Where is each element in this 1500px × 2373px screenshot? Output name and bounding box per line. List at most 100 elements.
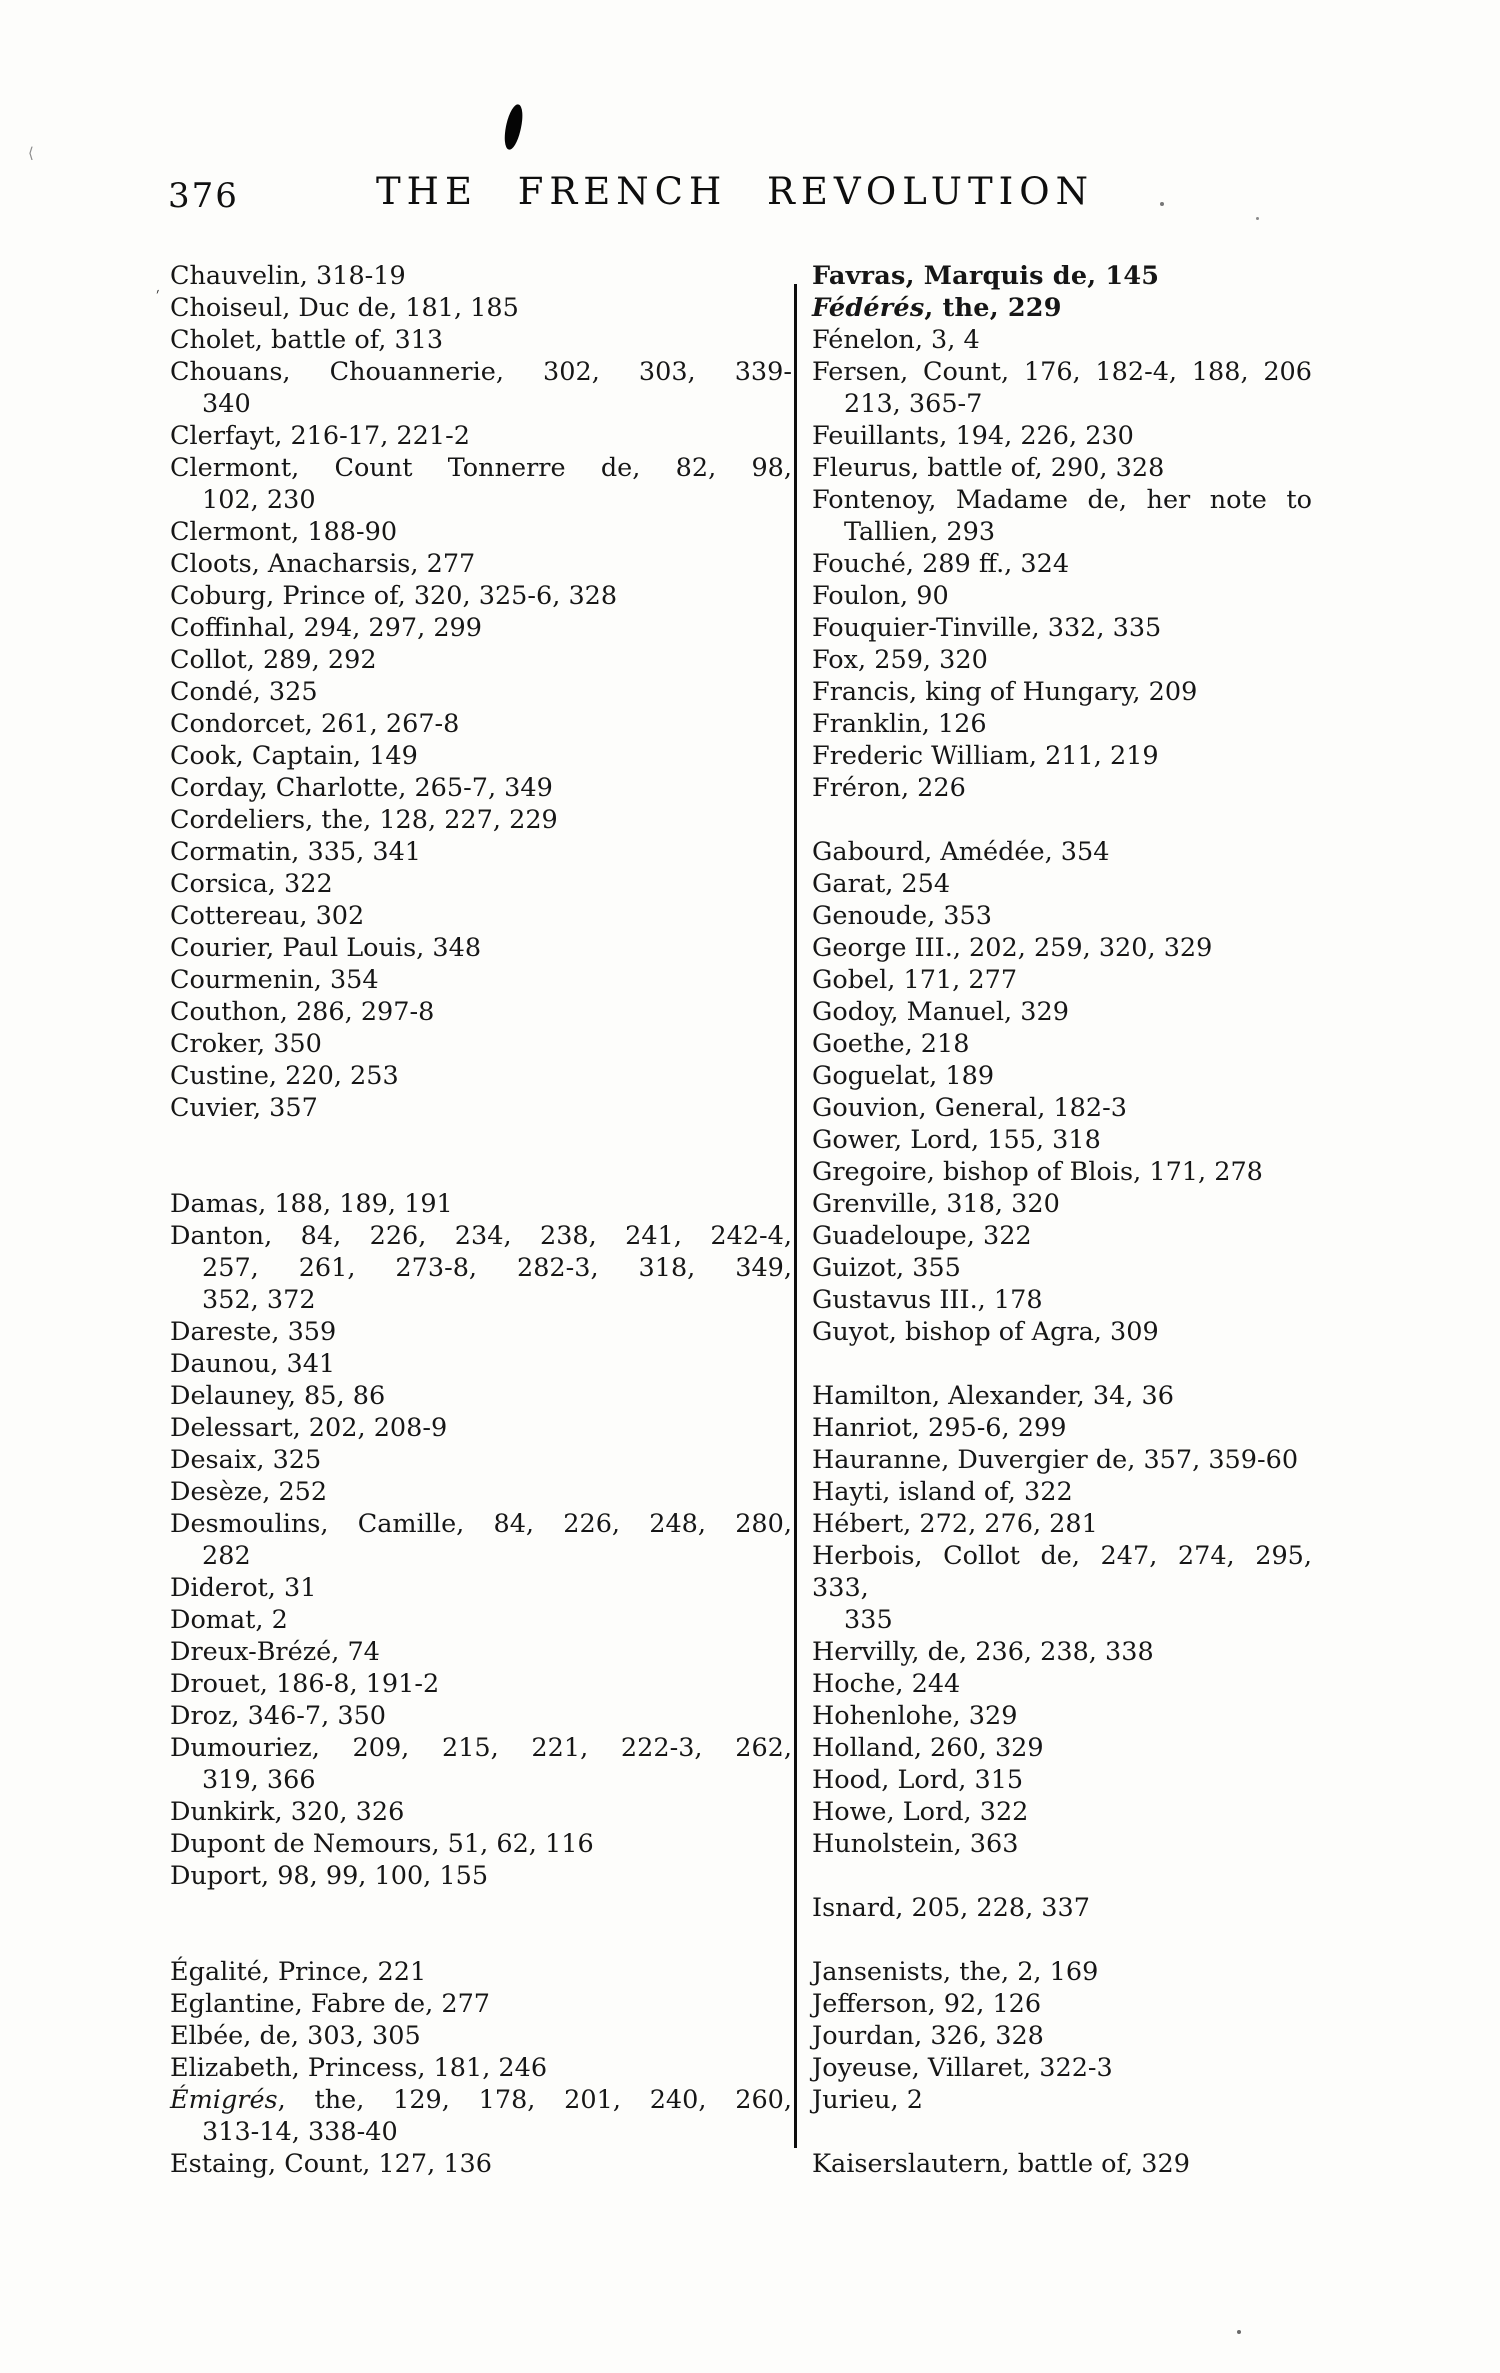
index-entry: Corday, Charlotte, 265-7, 349 (170, 772, 792, 804)
index-entry: Hébert, 272, 276, 281 (812, 1508, 1312, 1540)
entry-line: Chauvelin, 318-19 (170, 261, 406, 291)
index-entry: Fénelon, 3, 4 (812, 324, 1312, 356)
entry-line: Drouet, 186-8, 191-2 (170, 1669, 440, 1699)
scan-speck (1237, 2330, 1241, 2334)
entry-line: Fox, 259, 320 (812, 645, 988, 675)
index-entry: Hanriot, 295-6, 299 (812, 1412, 1312, 1444)
index-entry: Clerfayt, 216-17, 221-2 (170, 420, 792, 452)
entry-line: Cook, Captain, 149 (170, 741, 418, 771)
index-entry: Fontenoy, Madame de, her note to Tallien,… (812, 484, 1312, 548)
index-entry: Isnard, 205, 228, 337 (812, 1892, 1312, 1924)
margin-scan-mark: ⟨ (28, 144, 34, 162)
index-entry: Estaing, Count, 127, 136 (170, 2148, 792, 2180)
entry-line: Fréron, 226 (812, 773, 966, 803)
index-entry: Foulon, 90 (812, 580, 1312, 612)
entry-line: Delauney, 85, 86 (170, 1381, 386, 1411)
entry-line: Joyeuse, Villaret, 322-3 (812, 2053, 1113, 2083)
index-entry: Goethe, 218 (812, 1028, 1312, 1060)
entry-line: Jourdan, 326, 328 (812, 2021, 1044, 2051)
entry-line: Hohenlohe, 329 (812, 1701, 1018, 1731)
entry-line: Desmoulins, Camille, 84, 226, 248, 280, (170, 1509, 792, 1539)
entry-line: Hervilly, de, 236, 238, 338 (812, 1637, 1154, 1667)
index-entry: Couthon, 286, 297-8 (170, 996, 792, 1028)
index-entry: Dupont de Nemours, 51, 62, 116 (170, 1828, 792, 1860)
index-entry: Clermont, 188-90 (170, 516, 792, 548)
index-entry: Joyeuse, Villaret, 322-3 (812, 2052, 1312, 2084)
entry-continuation-line: 313-14, 338-40 (202, 2117, 398, 2147)
entry-line: Croker, 350 (170, 1029, 322, 1059)
index-entry: Fleurus, battle of, 290, 328 (812, 452, 1312, 484)
entry-continuation-line: 257, 261, 273-8, 282-3, 318, 349, (202, 1253, 792, 1283)
entry-line: Delessart, 202, 208-9 (170, 1413, 448, 1443)
entry-line: Feuillants, 194, 226, 230 (812, 421, 1134, 451)
index-entry: Cordeliers, the, 128, 227, 229 (170, 804, 792, 836)
index-entry: Dumouriez, 209, 215, 221, 222-3, 262, 319… (170, 1732, 792, 1796)
entry-line: Courier, Paul Louis, 348 (170, 933, 482, 963)
index-entry: Hayti, island of, 322 (812, 1476, 1312, 1508)
index-entry: Courier, Paul Louis, 348 (170, 932, 792, 964)
index-entry: Fréron, 226 (812, 772, 1312, 804)
index-entry: Hood, Lord, 315 (812, 1764, 1312, 1796)
entry-line: Cloots, Anacharsis, 277 (170, 549, 476, 579)
index-entry: Hunolstein, 363 (812, 1828, 1312, 1860)
entry-line: Desaix, 325 (170, 1445, 322, 1475)
entry-line: Elbée, de, 303, 305 (170, 2021, 421, 2051)
entry-line: Isnard, 205, 228, 337 (812, 1893, 1090, 1923)
index-entry: Gustavus III., 178 (812, 1284, 1312, 1316)
index-entry: Daunou, 341 (170, 1348, 792, 1380)
entry-line: Hauranne, Duvergier de, 357, 359-60 (812, 1445, 1299, 1475)
entry-continuation-line: 352, 372 (202, 1285, 316, 1315)
index-entry: Cook, Captain, 149 (170, 740, 792, 772)
entry-continuation-line: 319, 366 (202, 1765, 316, 1795)
ink-blot-mark (501, 102, 526, 152)
entry-line: Choiseul, Duc de, 181, 185 (170, 293, 519, 323)
index-entry: Holland, 260, 329 (812, 1732, 1312, 1764)
index-entry: Émigrés, the, 129, 178, 201, 240, 260, 31… (170, 2084, 792, 2148)
index-entry: Desèze, 252 (170, 1476, 792, 1508)
entry-line: Danton, 84, 226, 234, 238, 241, 242-4, (170, 1221, 792, 1251)
index-entry: Frederic William, 211, 219 (812, 740, 1312, 772)
entry-continuation-line: 335 (844, 1605, 893, 1635)
entry-line: Chouans, Chouannerie, 302, 303, 339- (170, 357, 792, 387)
index-column-left: Chauvelin, 318-19 Choiseul, Duc de, 181, … (170, 260, 792, 2180)
pen-tick-mark: ´ (151, 287, 167, 308)
index-entry: Guizot, 355 (812, 1252, 1312, 1284)
index-entry: Gobel, 171, 277 (812, 964, 1312, 996)
entry-line: Daunou, 341 (170, 1349, 336, 1379)
entry-line: Custine, 220, 253 (170, 1061, 399, 1091)
entry-line: Goguelat, 189 (812, 1061, 995, 1091)
entry-line: Cordeliers, the, 128, 227, 229 (170, 805, 558, 835)
running-title: THE FRENCH REVOLUTION (376, 170, 1094, 213)
index-entry: Francis, king of Hungary, 209 (812, 676, 1312, 708)
entry-line: Eglantine, Fabre de, 277 (170, 1989, 491, 2019)
entry-line: Fersen, Count, 176, 182-4, 188, 206 (812, 357, 1312, 387)
entry-line: Fleurus, battle of, 290, 328 (812, 453, 1165, 483)
index-entry: Delessart, 202, 208-9 (170, 1412, 792, 1444)
entry-line: Jurieu, 2 (812, 2085, 923, 2115)
index-entry: George III., 202, 259, 320, 329 (812, 932, 1312, 964)
entry-line: Coburg, Prince of, 320, 325-6, 328 (170, 581, 618, 611)
entry-line: Francis, king of Hungary, 209 (812, 677, 1198, 707)
index-entry: Cormatin, 335, 341 (170, 836, 792, 868)
entry-line: Desèze, 252 (170, 1477, 328, 1507)
index-entry: Croker, 350 (170, 1028, 792, 1060)
column-divider-rule (794, 284, 797, 2148)
entry-headword-italic: Fédérés (812, 293, 925, 323)
entry-line: Gouvion, General, 182-3 (812, 1093, 1127, 1123)
index-entry: Drouet, 186-8, 191-2 (170, 1668, 792, 1700)
index-entry: Chouans, Chouannerie, 302, 303, 339- 340 (170, 356, 792, 420)
entry-continuation-line: 282 (202, 1541, 251, 1571)
index-entry: Dreux-Brézé, 74 (170, 1636, 792, 1668)
entry-line: Foulon, 90 (812, 581, 949, 611)
entry-line: Clerfayt, 216-17, 221-2 (170, 421, 470, 451)
index-entry: Cottereau, 302 (170, 900, 792, 932)
index-entry: Garat, 254 (812, 868, 1312, 900)
entry-line: Cholet, battle of, 313 (170, 325, 444, 355)
index-entry: Domat, 2 (170, 1604, 792, 1636)
entry-line: Hayti, island of, 322 (812, 1477, 1073, 1507)
entry-line: Dunkirk, 320, 326 (170, 1797, 405, 1827)
index-entry: Jefferson, 92, 126 (812, 1988, 1312, 2020)
index-entry: Dareste, 359 (170, 1316, 792, 1348)
entry-line: Clermont, 188-90 (170, 517, 398, 547)
index-entry: Droz, 346-7, 350 (170, 1700, 792, 1732)
